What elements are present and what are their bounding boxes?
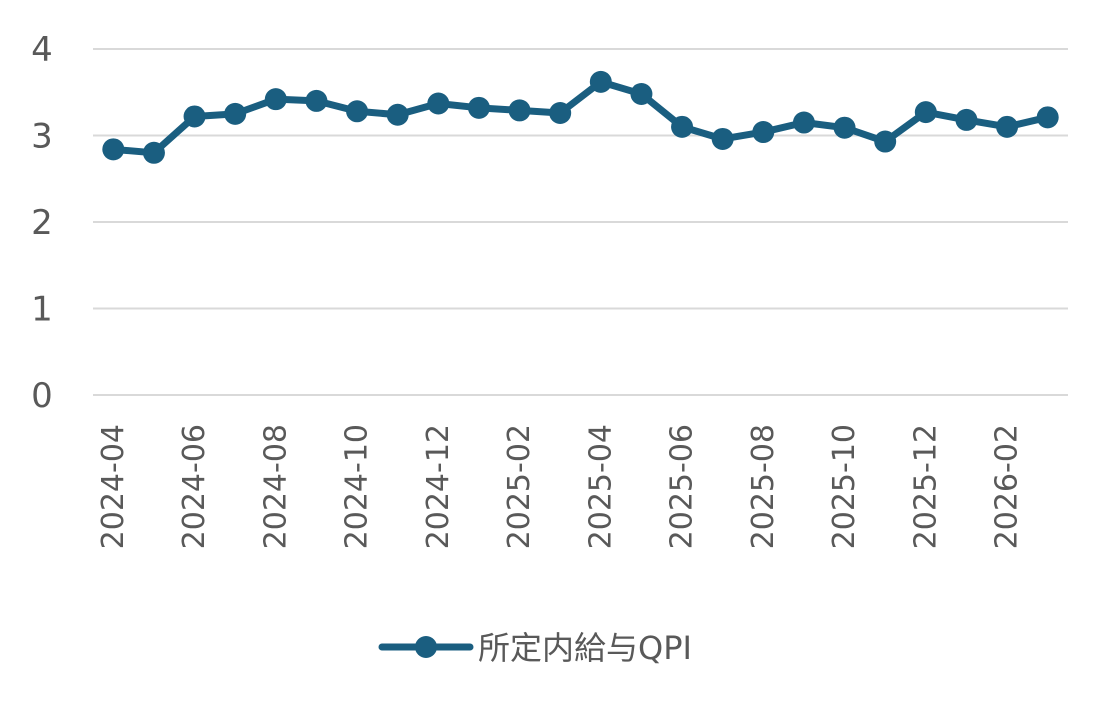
data-point-2025-04 (589, 70, 612, 93)
data-point-2026-01 (955, 108, 978, 131)
y-axis: 0 1 2 3 4 (31, 30, 53, 416)
x-tick-label-2025-06: 2025-06 (665, 424, 700, 549)
x-tick-label-2025-02: 2025-02 (502, 424, 537, 549)
data-point-2025-06 (671, 115, 694, 138)
y-tick-label-0: 0 (31, 376, 53, 416)
x-tick-label-2024-08: 2024-08 (258, 424, 293, 549)
y-tick-label-4: 4 (31, 30, 53, 70)
legend-marker-swatch (415, 636, 437, 658)
data-point-2025-11 (874, 130, 897, 153)
data-point-2025-12 (914, 101, 937, 124)
data-point-2024-06 (183, 105, 206, 128)
data-point-2025-03 (549, 102, 572, 125)
x-tick-label-2026-02: 2026-02 (990, 424, 1025, 549)
x-tick-label-2024-06: 2024-06 (177, 424, 212, 549)
data-point-2024-04 (102, 138, 125, 161)
data-point-2024-05 (142, 141, 165, 164)
data-point-2026-03 (1036, 106, 1059, 129)
x-tick-label-2024-12: 2024-12 (421, 424, 456, 549)
legend: 所定内給与QPI (378, 629, 692, 667)
data-point-2025-01 (467, 96, 490, 119)
y-tick-label-2: 2 (31, 203, 53, 243)
data-point-2024-09 (305, 89, 328, 112)
x-tick-label-2024-04: 2024-04 (96, 424, 131, 549)
x-tick-label-2025-12: 2025-12 (908, 424, 943, 549)
series-layer (102, 70, 1059, 164)
data-point-2024-07 (224, 102, 247, 125)
y-tick-label-1: 1 (31, 290, 53, 330)
x-tick-label-2025-10: 2025-10 (827, 424, 862, 549)
data-point-2025-08 (752, 121, 775, 144)
data-point-2025-05 (630, 82, 653, 105)
y-tick-label-3: 3 (31, 117, 53, 157)
series-line (109, 78, 1052, 157)
data-point-2024-11 (386, 103, 409, 126)
x-axis: 2024-04 2024-06 2024-08 2024-10 2024-12 2025-… (96, 424, 1025, 549)
data-point-2025-09 (792, 111, 815, 134)
data-point-2025-10 (833, 116, 856, 139)
data-point-2024-10 (346, 100, 369, 123)
legend-label: 所定内給与QPI (478, 629, 692, 667)
data-point-2024-08 (264, 88, 287, 111)
x-tick-label-2024-10: 2024-10 (340, 424, 375, 549)
data-point-2026-02 (996, 115, 1019, 138)
data-point-2025-02 (508, 99, 531, 122)
x-tick-label-2025-08: 2025-08 (746, 424, 781, 549)
gridlines (93, 48, 1068, 396)
data-point-2025-07 (711, 127, 734, 150)
data-point-2024-12 (427, 92, 450, 115)
x-tick-label-2025-04: 2025-04 (583, 424, 618, 549)
